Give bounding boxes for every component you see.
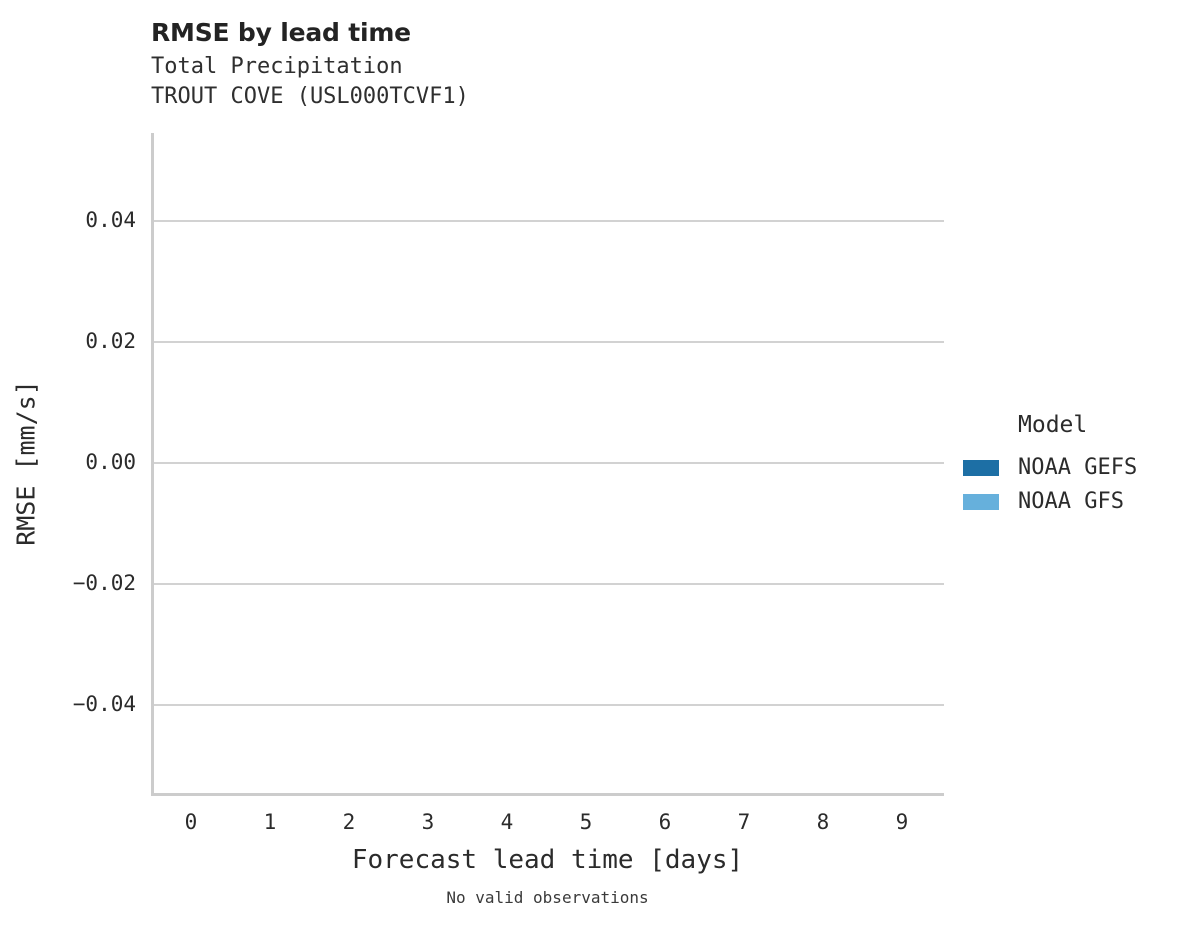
chart-subtitle-station: TROUT COVE (USL000TCVF1): [151, 84, 469, 109]
x-tick-label: 1: [263, 810, 277, 834]
y-axis-spine: [151, 133, 154, 796]
x-tick-label: 9: [895, 810, 909, 834]
legend-item-label: NOAA GEFS: [1018, 455, 1138, 480]
y-tick-label: 0.00: [85, 450, 136, 474]
y-tick-label: 0.04: [85, 208, 136, 232]
y-axis-label: RMSE [mm/s]: [11, 380, 41, 546]
legend-swatch-icon: [963, 460, 999, 476]
gridline-0.04: [151, 220, 944, 222]
x-tick-label: 7: [737, 810, 751, 834]
x-tick-label: 6: [658, 810, 672, 834]
gridline-0.02: [151, 341, 944, 343]
chart-subtitle-variable: Total Precipitation: [151, 54, 403, 79]
gridline--0.04: [151, 704, 944, 706]
x-tick-label: 0: [184, 810, 198, 834]
x-tick-label: 5: [579, 810, 593, 834]
x-tick-label: 8: [816, 810, 830, 834]
y-tick-label: −0.02: [72, 571, 136, 595]
chart-title: RMSE by lead time: [151, 18, 411, 47]
legend-swatch-icon: [963, 494, 999, 510]
legend-title: Model: [1018, 412, 1088, 438]
legend-item-label: NOAA GFS: [1018, 489, 1124, 514]
y-tick-label: 0.02: [85, 329, 136, 353]
gridline-0.00: [151, 462, 944, 464]
chart-subtitle: Total Precipitation TROUT COVE (USL000TCV…: [151, 52, 469, 112]
gridline--0.02: [151, 583, 944, 585]
x-tick-label: 3: [421, 810, 435, 834]
y-axis-tick-labels: 0.04 0.02 0.00 −0.02 −0.04: [0, 0, 136, 928]
chart-footnote: No valid observations: [446, 888, 649, 907]
x-tick-label: 2: [342, 810, 356, 834]
x-tick-label: 4: [500, 810, 514, 834]
x-axis-label: Forecast lead time [days]: [351, 845, 744, 875]
x-axis-spine: [151, 793, 944, 796]
y-tick-label: −0.04: [72, 692, 136, 716]
plot-area: [151, 133, 944, 793]
